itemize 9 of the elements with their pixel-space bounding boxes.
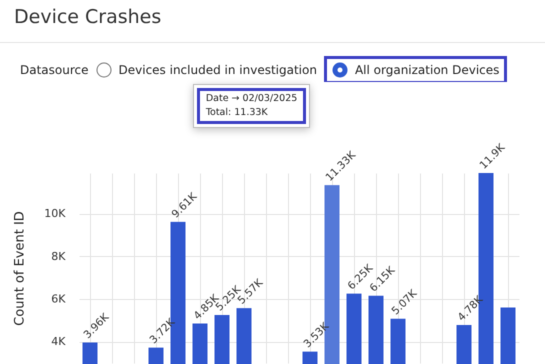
y-axis-title: Count of Event ID <box>12 211 28 326</box>
y-tick-label: 10K <box>44 207 66 220</box>
y-tick-label: 8K <box>51 250 66 263</box>
chart-title: Device Crashes <box>14 6 162 28</box>
y-tick-label: 6K <box>51 292 66 306</box>
text: Devices included in investigation <box>118 63 317 77</box>
highlight-outline: Date → 02/03/2025 Total: 11.33K <box>196 88 306 124</box>
y-tick-label: 4K <box>51 335 66 348</box>
text: Datasource <box>20 63 89 77</box>
